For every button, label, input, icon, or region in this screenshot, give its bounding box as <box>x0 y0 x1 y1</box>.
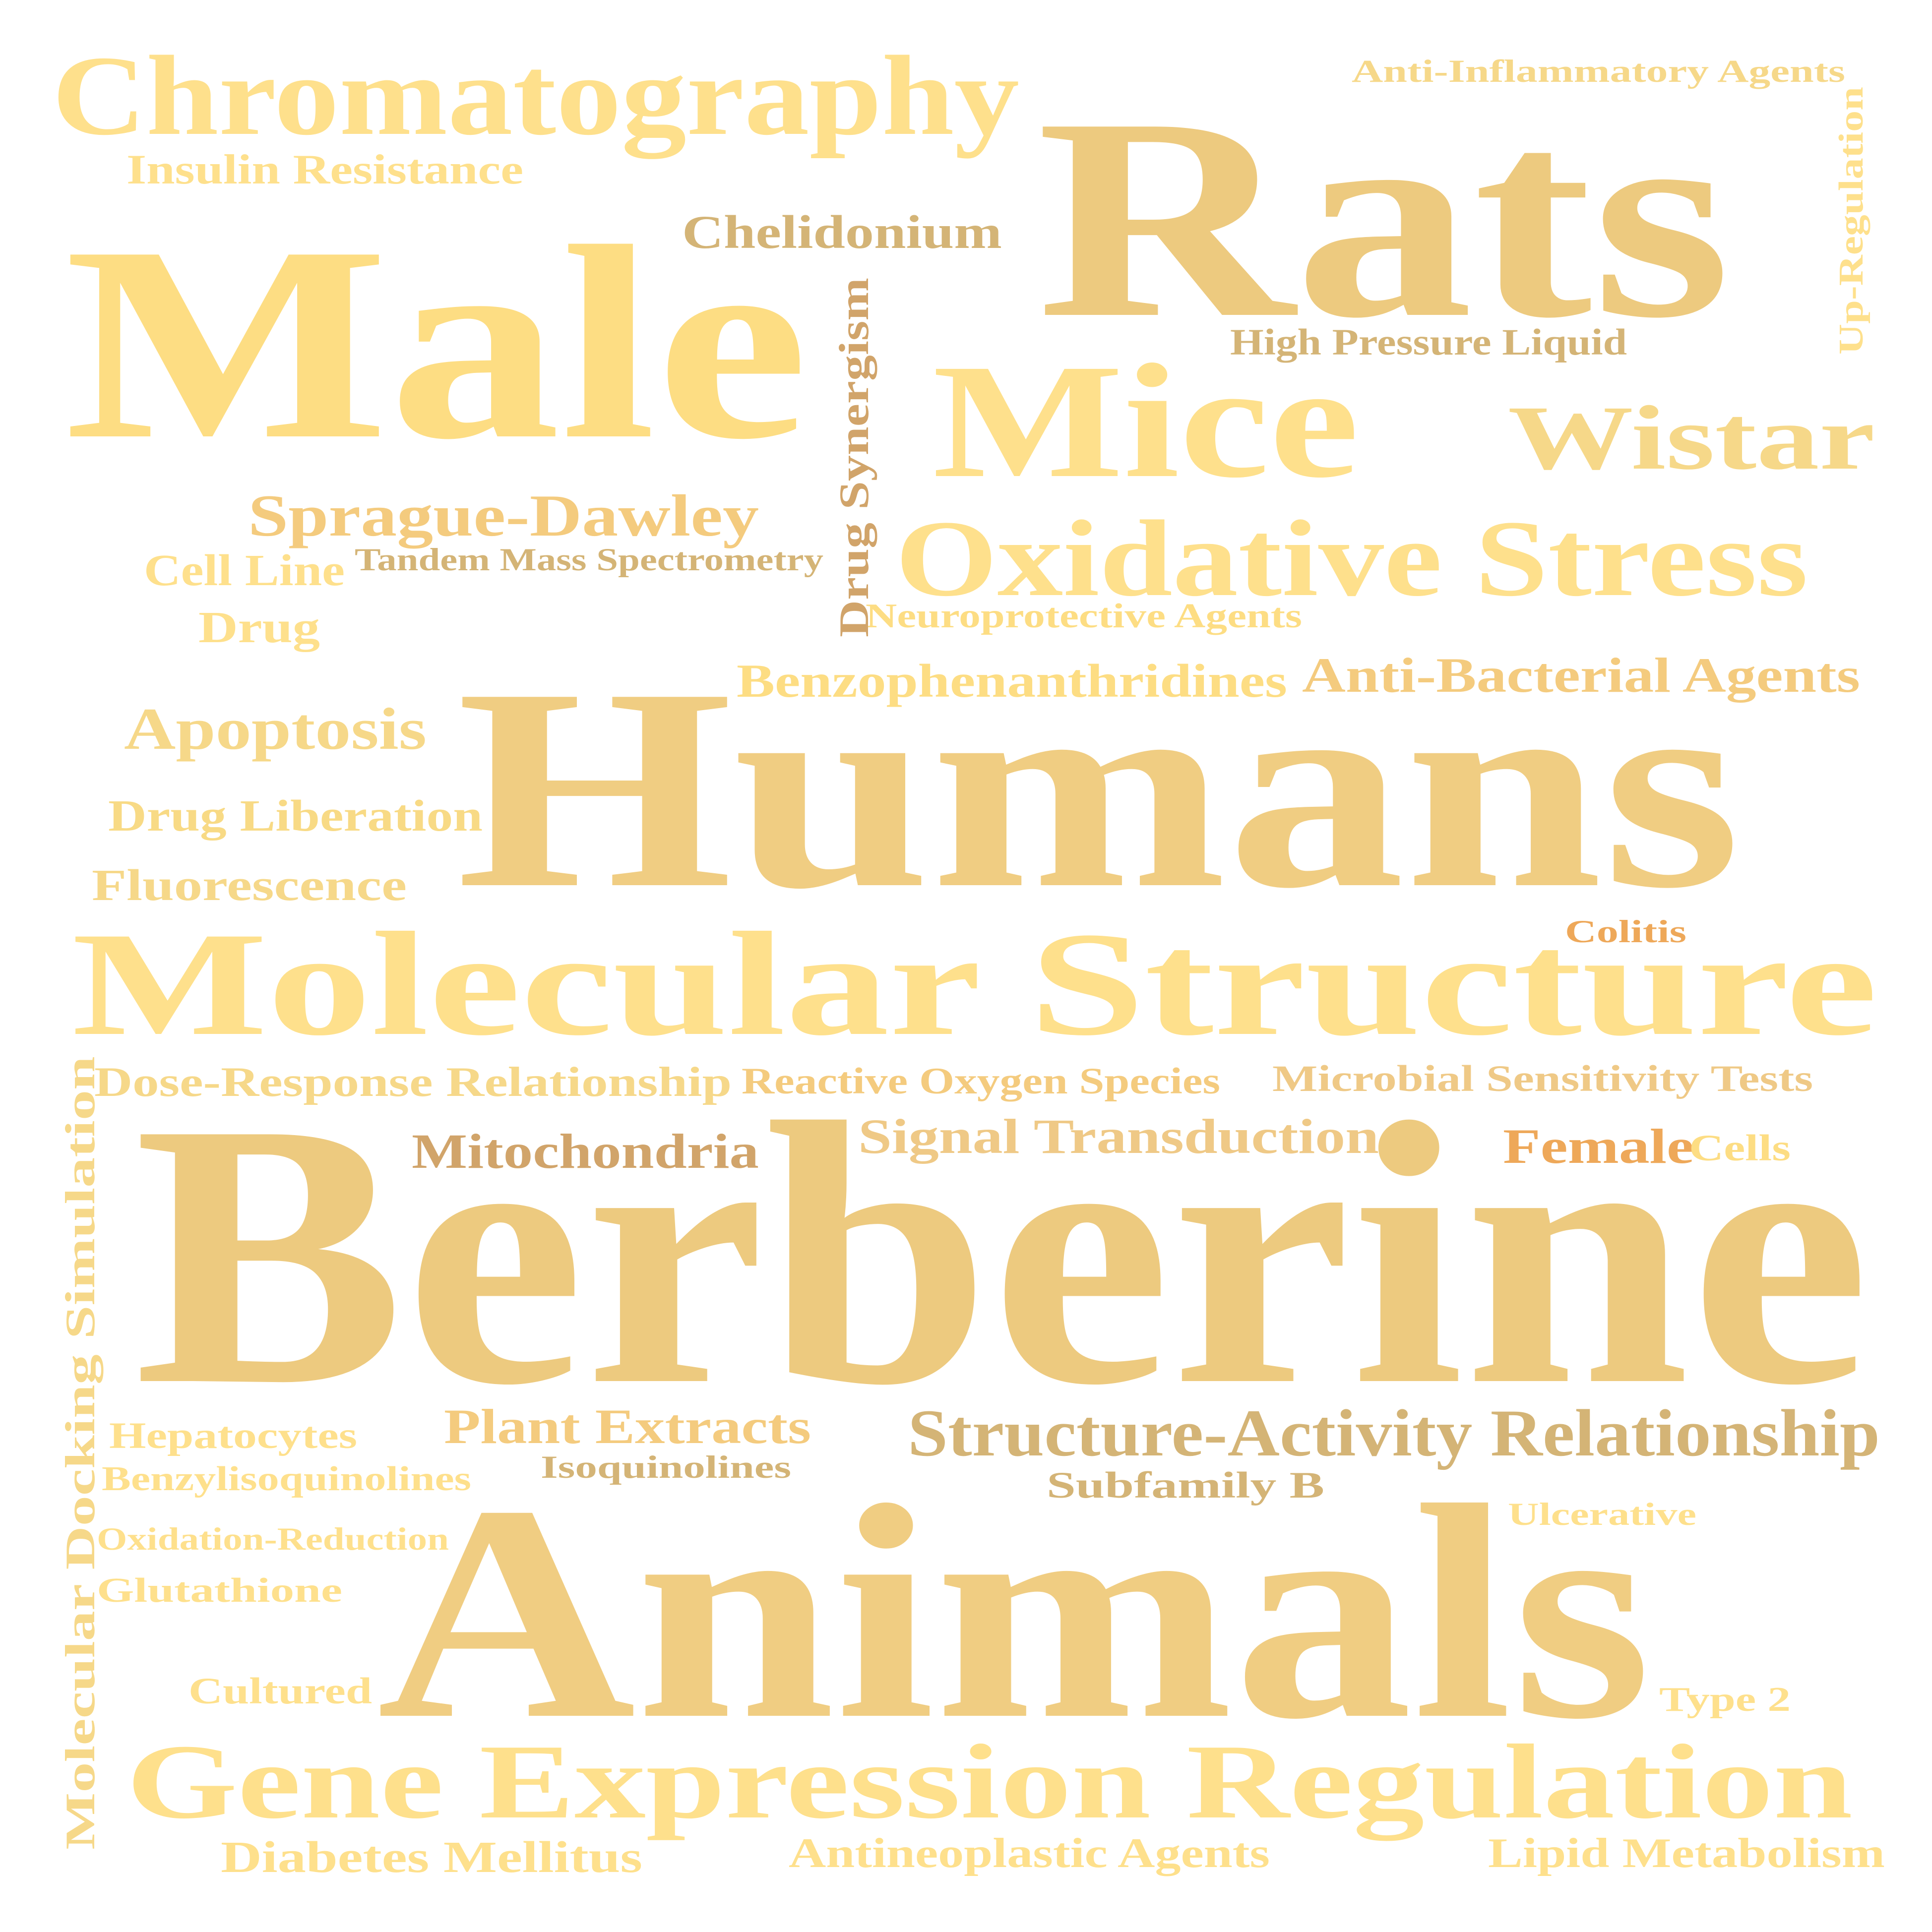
word-isoquinolines: Isoquinolines <box>541 1449 791 1485</box>
word-neuroprotective-agents: Neuroprotective Agents <box>866 597 1302 635</box>
word-subfamily-b: Subfamily B <box>1047 1465 1324 1506</box>
word-colitis: Colitis <box>1565 914 1686 950</box>
word-mice: Mice <box>933 331 1359 512</box>
word-mitochondria: Mitochondria <box>412 1124 759 1179</box>
word-plant-extracts: Plant Extracts <box>444 1399 811 1454</box>
word-apoptosis: Apoptosis <box>124 696 427 762</box>
word-signal-transduction: Signal Transduction <box>858 1109 1379 1164</box>
word-high-pressure-liquid: High Pressure Liquid <box>1230 322 1627 363</box>
word-rats: Rats <box>1037 59 1731 377</box>
word-antineoplastic-agents: Antineoplastic Agents <box>789 1830 1270 1876</box>
word-oxidative-stress: Oxidative Stress <box>895 498 1808 619</box>
word-sprague-dawley: Sprague-Dawley <box>248 483 759 549</box>
word-wistar: Wistar <box>1508 387 1875 489</box>
word-glutathione: Glutathione <box>97 1571 342 1610</box>
word-reactive-oxygen-species: Reactive Oxygen Species <box>742 1061 1220 1102</box>
word-molecular-docking-simulation: Molecular Docking Simulation <box>57 1056 104 1850</box>
word-male: Male <box>64 189 809 497</box>
word-ulcerative: Ulcerative <box>1508 1497 1696 1532</box>
word-benzylisoquinolines: Benzylisoquinolines <box>102 1460 471 1498</box>
word-drug-synergism: Drug Synergism <box>831 278 877 637</box>
word-berberine: Berberine <box>134 1046 1870 1463</box>
word-hepatocytes: Hepatocytes <box>109 1415 357 1456</box>
word-structure-activity-relationship: Structure-Activity Relationship <box>908 1396 1880 1470</box>
word-diabetes-mellitus: Diabetes Mellitus <box>221 1833 642 1882</box>
word-type-2: Type 2 <box>1659 1681 1791 1719</box>
word-cultured: Cultured <box>188 1671 372 1712</box>
word-lipid-metabolism: Lipid Metabolism <box>1488 1830 1885 1876</box>
word-animals: Animals <box>377 1443 1652 1783</box>
word-dose-response-relationship: Dose-Response Relationship <box>94 1059 732 1105</box>
word-fluorescence: Fluorescence <box>92 861 407 910</box>
word-oxidation-reduction: Oxidation-Reduction <box>97 1521 449 1557</box>
word-female: Female <box>1503 1119 1694 1174</box>
word-gene-expression-regulation: Gene Expression Regulation <box>126 1722 1853 1841</box>
word-drug: Drug <box>198 603 320 652</box>
word-tandem-mass-spectrometry: Tandem Mass Spectrometry <box>355 542 823 578</box>
word-microbial-sensitivity-tests: Microbial Sensitivity Tests <box>1272 1058 1813 1099</box>
word-chelidonium: Chelidonium <box>682 206 1002 258</box>
word-molecular-structure: Molecular Structure <box>72 902 1877 1066</box>
word-cells: Cells <box>1689 1128 1791 1169</box>
word-insulin-resistance: Insulin Resistance <box>126 146 523 193</box>
word-anti-inflammatory-agents: Anti-Inflammatory Agents <box>1352 54 1845 89</box>
word-up-regulation: Up-Regulation <box>1832 87 1870 355</box>
word-cell-line: Cell Line <box>144 546 345 595</box>
word-anti-bacterial-agents: Anti-Bacterial Agents <box>1302 648 1860 703</box>
word-chromatography: Chromatography <box>52 32 1019 159</box>
word-benzophenanthridines: Benzophenanthridines <box>737 655 1287 707</box>
word-drug-liberation: Drug Liberation <box>108 791 483 841</box>
word-humans: Humans <box>456 629 1741 948</box>
